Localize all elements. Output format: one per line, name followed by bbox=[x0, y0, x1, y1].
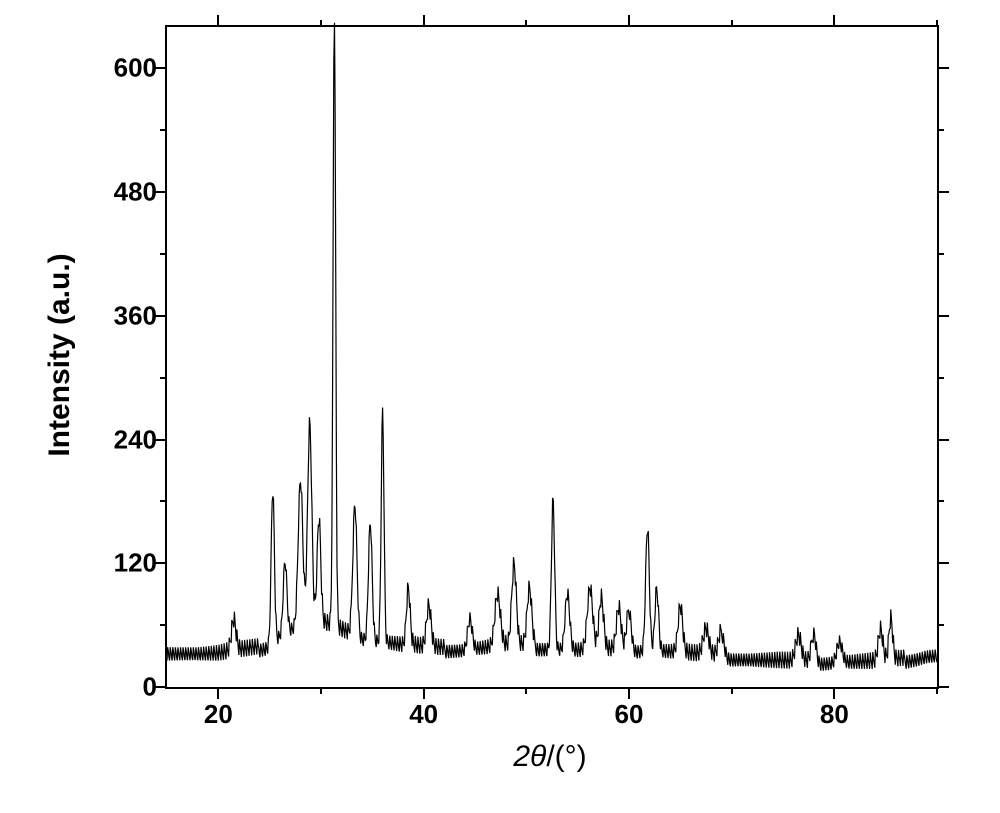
x-tick-top bbox=[525, 20, 527, 27]
y-tick-label: 480 bbox=[114, 177, 167, 208]
xrd-line-plot bbox=[167, 27, 937, 687]
x-tick-top bbox=[936, 20, 938, 27]
y-tick-right bbox=[937, 439, 949, 441]
y-tick-right bbox=[937, 129, 944, 131]
xrd-figure: 012024036048060020406080 Intensity (a.u.… bbox=[0, 0, 1000, 813]
x-axis-label: 2θ/(°) bbox=[513, 740, 586, 774]
y-tick bbox=[160, 377, 167, 379]
xrd-spectrum-line bbox=[167, 23, 937, 671]
y-tick bbox=[160, 500, 167, 502]
y-tick bbox=[160, 624, 167, 626]
x-tick-top bbox=[731, 20, 733, 27]
x-tick-label: 80 bbox=[820, 687, 849, 730]
x-tick-top bbox=[628, 15, 630, 27]
y-tick-label: 600 bbox=[114, 53, 167, 84]
x-tick-label: 20 bbox=[204, 687, 233, 730]
x-tick bbox=[320, 687, 322, 694]
y-tick-label: 120 bbox=[114, 548, 167, 579]
y-tick-right bbox=[937, 315, 949, 317]
y-tick-right bbox=[937, 191, 949, 193]
x-tick-top bbox=[217, 15, 219, 27]
x-tick bbox=[936, 687, 938, 694]
y-tick-right bbox=[937, 562, 949, 564]
y-tick-right bbox=[937, 624, 944, 626]
y-tick-right bbox=[937, 377, 944, 379]
y-tick-label: 0 bbox=[143, 672, 167, 703]
x-tick-label: 60 bbox=[615, 687, 644, 730]
x-tick bbox=[525, 687, 527, 694]
y-tick-right bbox=[937, 253, 944, 255]
x-tick bbox=[731, 687, 733, 694]
plot-area: 012024036048060020406080 bbox=[165, 25, 939, 689]
y-tick-right bbox=[937, 500, 944, 502]
y-tick-right bbox=[937, 67, 949, 69]
y-tick-label: 360 bbox=[114, 300, 167, 331]
y-tick-label: 240 bbox=[114, 424, 167, 455]
y-tick bbox=[160, 129, 167, 131]
y-tick-right bbox=[937, 686, 949, 688]
y-tick bbox=[160, 253, 167, 255]
x-tick-label: 40 bbox=[409, 687, 438, 730]
x-tick-top bbox=[833, 15, 835, 27]
x-tick-top bbox=[320, 20, 322, 27]
y-axis-label: Intensity (a.u.) bbox=[43, 253, 77, 456]
x-tick-top bbox=[423, 15, 425, 27]
